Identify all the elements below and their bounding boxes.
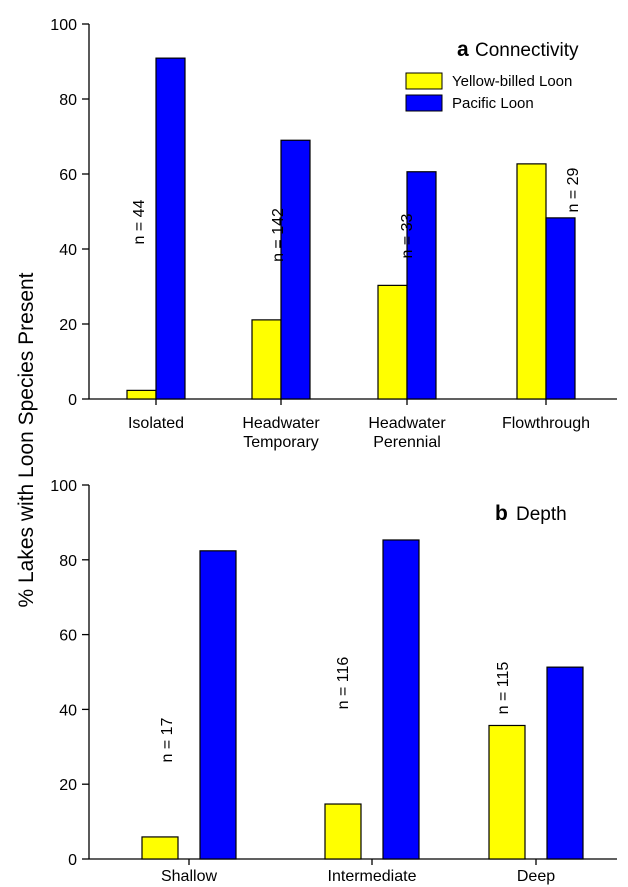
y-axis-label: % Lakes with Loon Species Present bbox=[15, 272, 38, 607]
bar-yellow-billed-loon bbox=[377, 284, 408, 400]
category-label: Perennial bbox=[373, 434, 441, 451]
category-label: Flowthrough bbox=[502, 415, 590, 432]
sample-size-label: n = 116 bbox=[335, 657, 352, 710]
y-tick-label: 0 bbox=[68, 392, 77, 409]
y-tick-label: 40 bbox=[59, 702, 77, 719]
category-label: Shallow bbox=[161, 868, 217, 885]
panel-letter: b bbox=[495, 502, 508, 525]
bar-yellow-billed-loon bbox=[141, 836, 179, 860]
sample-size-label: n = 115 bbox=[495, 662, 512, 715]
bar-yellow-billed-loon bbox=[516, 163, 547, 400]
bar-pacific-loon bbox=[545, 217, 576, 400]
legend-swatch bbox=[405, 94, 443, 112]
bar-pacific-loon bbox=[406, 171, 437, 400]
bar-yellow-billed-loon bbox=[251, 319, 282, 400]
bar-pacific-loon bbox=[155, 57, 186, 400]
legend-entry: Yellow-billed Loon bbox=[452, 73, 572, 90]
panel-title: Connectivity bbox=[475, 40, 579, 61]
bar-pacific-loon bbox=[199, 550, 237, 860]
panel-title: Depth bbox=[516, 504, 567, 525]
category-label: Headwater bbox=[368, 415, 446, 432]
bar-pacific-loon bbox=[382, 539, 420, 860]
chart-panel-connectivity: 0 20 40 60 80 100 Isolated Headwater Temporary He… bbox=[50, 17, 617, 451]
y-tick-label: 20 bbox=[59, 317, 77, 334]
bar-yellow-billed-loon bbox=[324, 803, 362, 860]
sample-size-label: n = 29 bbox=[565, 167, 582, 212]
panel-letter: a bbox=[457, 38, 469, 61]
y-tick-label: 100 bbox=[50, 478, 77, 495]
y-tick-label: 80 bbox=[59, 92, 77, 109]
category-label: Temporary bbox=[243, 434, 319, 451]
bar-pacific-loon bbox=[546, 666, 584, 860]
chart-panel-depth: 0 20 40 60 80 100 Shallow Intermediate Deep n = 1… bbox=[50, 478, 617, 885]
legend-swatch bbox=[405, 72, 443, 90]
y-tick-label: 100 bbox=[50, 17, 77, 34]
category-label: Headwater bbox=[242, 415, 320, 432]
bar-yellow-billed-loon bbox=[126, 389, 157, 400]
category-label: Intermediate bbox=[328, 868, 417, 885]
y-tick-label: 60 bbox=[59, 628, 77, 645]
legend: Yellow-billed Loon Pacific Loon bbox=[405, 72, 572, 112]
sample-size-label: n = 17 bbox=[159, 717, 176, 762]
category-label: Isolated bbox=[128, 415, 184, 432]
sample-size-label: n = 44 bbox=[131, 199, 148, 244]
sample-size-label: n = 33 bbox=[399, 213, 416, 258]
legend-entry: Pacific Loon bbox=[452, 95, 534, 112]
sample-size-label: n = 142 bbox=[270, 208, 287, 262]
y-tick-label: 60 bbox=[59, 167, 77, 184]
bar-yellow-billed-loon bbox=[488, 724, 526, 860]
y-tick-label: 20 bbox=[59, 777, 77, 794]
y-tick-label: 40 bbox=[59, 242, 77, 259]
bar-pacific-loon bbox=[280, 139, 311, 400]
category-label: Deep bbox=[517, 868, 555, 885]
y-tick-label: 0 bbox=[68, 852, 77, 869]
y-tick-label: 80 bbox=[59, 553, 77, 570]
